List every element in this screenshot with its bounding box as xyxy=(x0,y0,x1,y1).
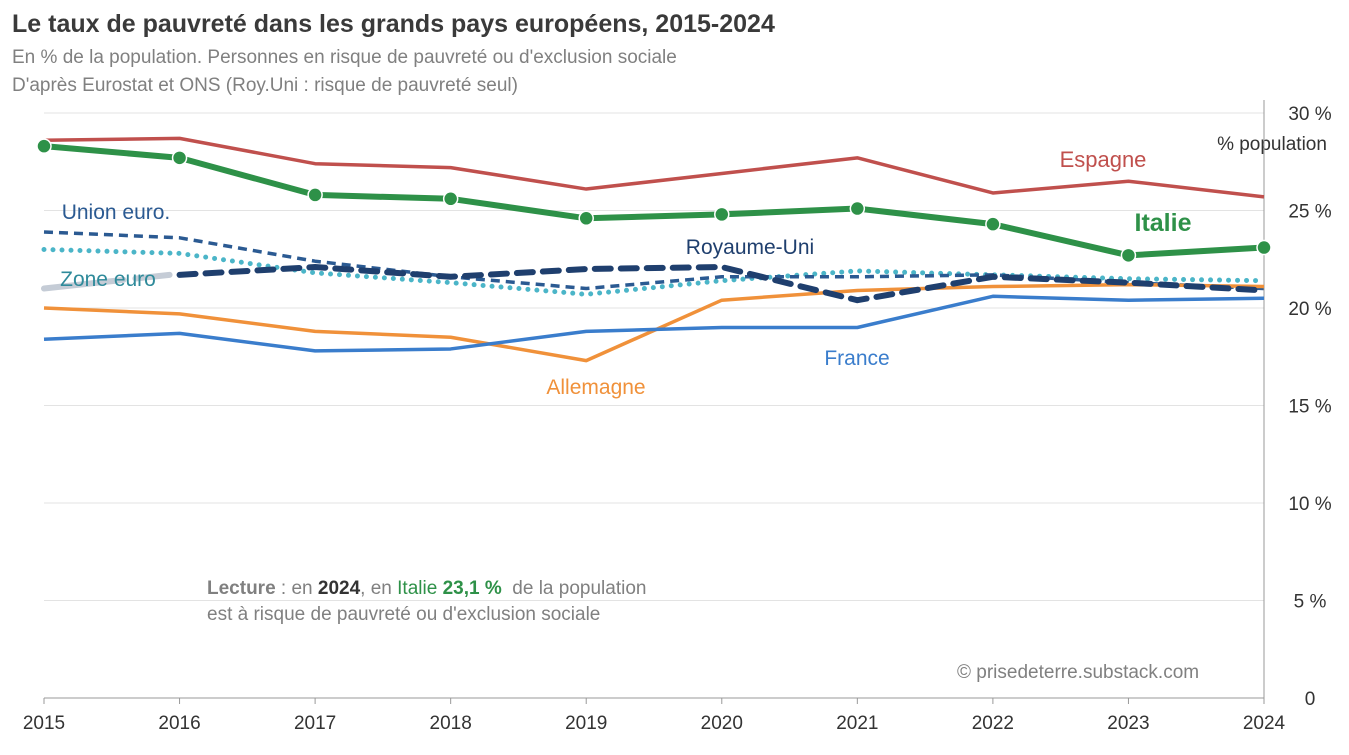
x-tick-label: 2019 xyxy=(565,713,607,734)
lecture-value: 23,1 % xyxy=(437,578,502,599)
chart-title: Le taux de pauvreté dans les grands pays… xyxy=(12,10,775,38)
x-tick-label: 2021 xyxy=(836,713,878,734)
x-tick-label: 2024 xyxy=(1243,713,1286,734)
reading-note-line2: est à risque de pauvreté ou d'exclusion … xyxy=(207,604,601,625)
lecture-year: 2024 xyxy=(317,578,361,599)
y-tick-label: 20 % xyxy=(1288,299,1331,320)
series-line-allemagne xyxy=(43,282,1265,363)
y-axis-label: % population xyxy=(1217,134,1327,155)
data-point xyxy=(1120,247,1137,264)
series-label: Italie xyxy=(1135,209,1192,237)
data-point xyxy=(442,191,459,207)
data-point xyxy=(307,187,323,203)
series-label: Royaume-Uni xyxy=(686,236,814,259)
y-tick-label: 10 % xyxy=(1288,494,1331,515)
series-line-italie xyxy=(43,143,1265,259)
x-tick-label: 2015 xyxy=(23,713,65,734)
x-tick-label: 2023 xyxy=(1107,713,1149,734)
credit: © prisedeterre.substack.com xyxy=(957,662,1200,683)
data-point xyxy=(171,150,188,166)
x-tick-label: 2017 xyxy=(294,713,336,734)
series-label: Zone euro xyxy=(60,268,156,291)
data-point xyxy=(578,210,594,227)
data-point xyxy=(714,206,730,223)
lecture-text: , en xyxy=(360,578,398,599)
series-line-zone-euro xyxy=(41,247,1267,297)
data-point xyxy=(1256,239,1272,256)
x-tick-label: 2022 xyxy=(972,713,1014,734)
x-tick-label: 2018 xyxy=(430,713,472,734)
subtitle: En % de la population. Personnes en risq… xyxy=(12,47,677,68)
series-label: Union euro. xyxy=(62,201,171,224)
lecture-country: Italie xyxy=(397,578,438,599)
data-point xyxy=(849,200,866,217)
reading-note: Lecture : en 2024, en Italie 23,1 % de l… xyxy=(207,578,646,600)
series-label: France xyxy=(824,347,889,370)
series-label: Allemagne xyxy=(546,376,645,399)
lecture-label: Lecture xyxy=(207,578,276,599)
lecture-text: : en xyxy=(275,578,318,599)
y-tick-label: 25 % xyxy=(1288,202,1331,223)
series-line-espagne xyxy=(43,136,1265,199)
y-tick-label: 15 % xyxy=(1288,397,1331,418)
series-line-royaume-uni xyxy=(176,264,1267,304)
series-line-france xyxy=(43,294,1265,353)
y-tick-label: 30 % xyxy=(1288,104,1331,125)
lecture-text: de la population xyxy=(501,578,647,599)
data-point xyxy=(985,216,1001,232)
y-tick-label: 5 % xyxy=(1294,592,1327,613)
x-tick-label: 2020 xyxy=(701,713,743,734)
series-label: Espagne xyxy=(1060,147,1147,172)
source-note: D'après Eurostat et ONS (Roy.Uni : risqu… xyxy=(12,75,518,96)
data-point xyxy=(36,138,52,154)
x-tick-label: 2016 xyxy=(158,713,200,734)
y-tick-label: 0 xyxy=(1305,689,1316,710)
series-line-break xyxy=(41,271,173,292)
